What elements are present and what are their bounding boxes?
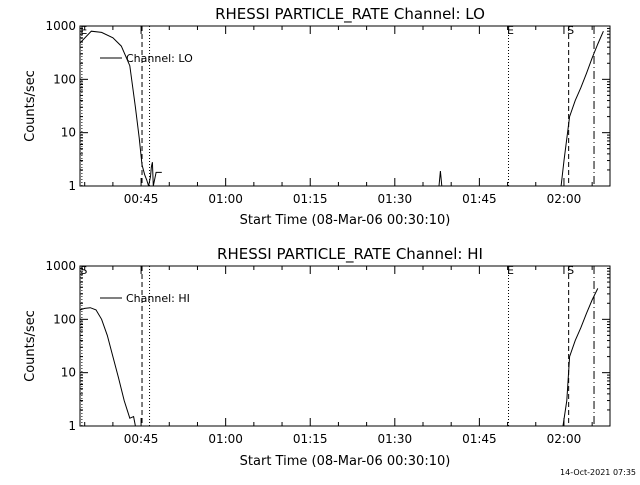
x-ticks: 00:45 01:00 01:15 01:30 01:45 02:00: [84, 26, 593, 206]
y-axis-label: Counts/sec: [23, 310, 38, 382]
series-line: [438, 171, 443, 187]
panel-lo: RHESSI PARTICLE_RATE Channel: LO Counts/…: [23, 5, 611, 228]
y-tick-label: 1: [68, 179, 76, 193]
x-tick-label: 01:45: [462, 192, 497, 206]
marker-label: S: [567, 264, 574, 277]
x-tick-label: 02:00: [547, 192, 582, 206]
y-tick-label: 1000: [45, 19, 76, 33]
x-tick-label: 01:30: [378, 432, 413, 446]
y-tick-label: 100: [53, 312, 76, 326]
series-line: [79, 30, 162, 187]
panel-hi: RHESSI PARTICLE_RATE Channel: HI Counts/…: [23, 245, 611, 469]
marker-label: E: [507, 24, 514, 37]
x-tick-label: 01:30: [378, 192, 413, 206]
x-axis-label: Start Time (08-Mar-06 00:30:10): [240, 213, 451, 228]
x-tick-label: 00:45: [124, 192, 159, 206]
y-ticks: 1 10 100 1000: [45, 19, 610, 193]
marker-label: E: [507, 264, 514, 277]
chart-title: RHESSI PARTICLE_RATE Channel: HI: [217, 245, 483, 264]
y-tick-label: 1000: [45, 259, 76, 273]
series-group: [79, 30, 604, 187]
plot-frame: [79, 265, 611, 427]
y-tick-label: 10: [61, 366, 76, 380]
legend-label: Channel: HI: [126, 292, 190, 305]
x-tick-label: 01:00: [208, 192, 243, 206]
footer-timestamp: 14-Oct-2021 07:35: [560, 468, 636, 477]
x-axis-label: Start Time (08-Mar-06 00:30:10): [240, 454, 451, 469]
marker-label: S: [567, 24, 574, 37]
y-tick-label: 1: [68, 419, 76, 433]
series-group: [79, 288, 599, 427]
y-tick-label: 10: [61, 126, 76, 140]
series-line: [79, 307, 139, 427]
x-tick-label: 00:45: [124, 432, 159, 446]
legend-label: Channel: LO: [126, 52, 193, 65]
y-ticks: 1 10 100 1000: [45, 259, 610, 433]
y-tick-label: 100: [53, 72, 76, 86]
y-axis-label: Counts/sec: [23, 70, 38, 142]
x-tick-label: 01:00: [208, 432, 243, 446]
marker-label: S: [80, 264, 87, 277]
marker-label: E: [80, 24, 87, 37]
chart-title: RHESSI PARTICLE_RATE Channel: LO: [215, 5, 485, 24]
series-line: [562, 288, 599, 427]
series-line: [560, 30, 604, 187]
plot-frame: [79, 25, 611, 187]
x-tick-label: 01:45: [462, 432, 497, 446]
x-tick-label: 01:15: [293, 192, 328, 206]
x-tick-label: 02:00: [547, 432, 582, 446]
x-ticks: 00:45 01:00 01:15 01:30 01:45 02:00: [84, 266, 593, 446]
x-tick-label: 01:15: [293, 432, 328, 446]
